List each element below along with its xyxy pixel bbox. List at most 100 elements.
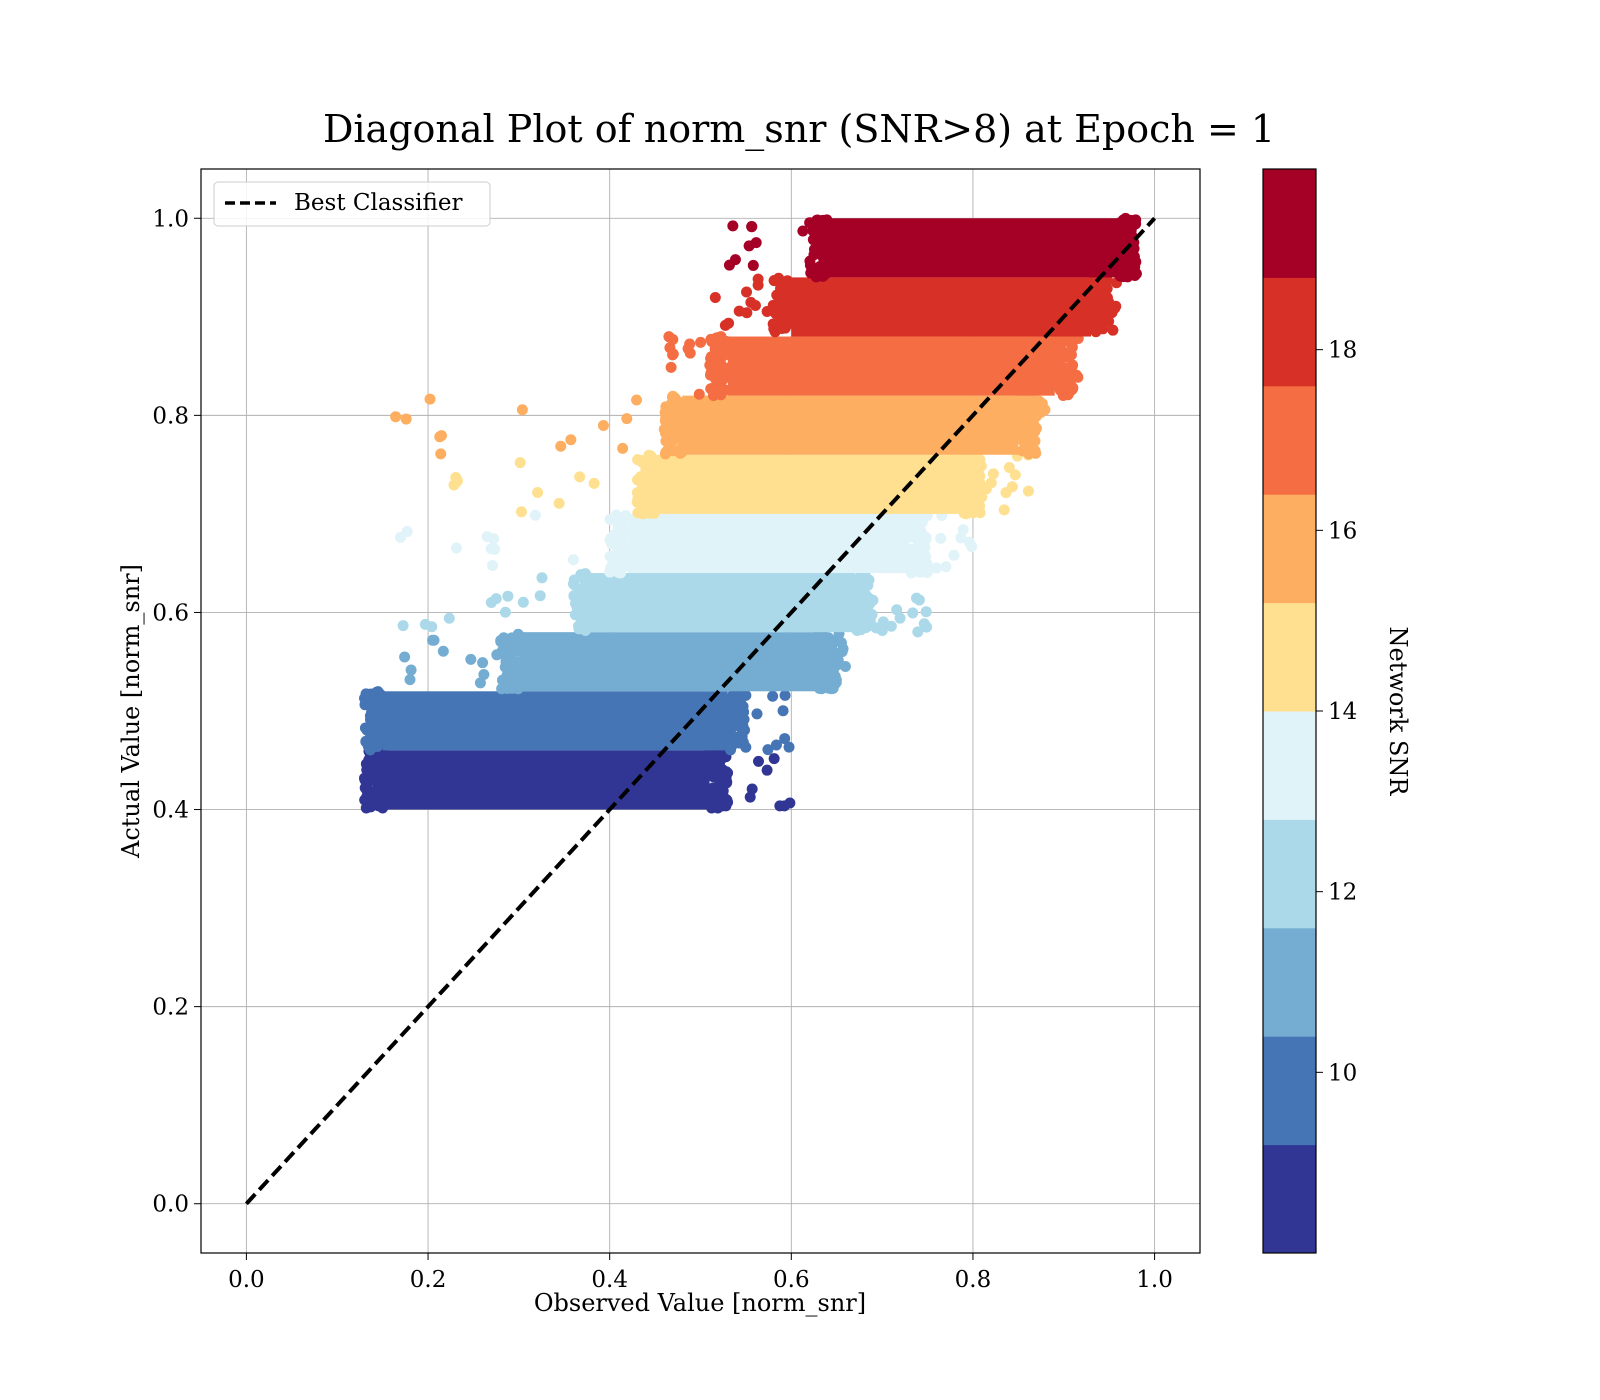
scatter-point: [975, 460, 987, 472]
scatter-point: [725, 744, 737, 756]
scatter-point: [825, 637, 837, 649]
scatter-point: [575, 569, 587, 581]
scatter-point: [487, 560, 499, 572]
scatter-point: [1003, 462, 1015, 474]
y-tick-label-3: 0.6: [152, 600, 189, 626]
scatter-point: [853, 592, 865, 604]
scatter-point: [907, 607, 919, 619]
scatter-point: [1014, 397, 1026, 409]
scatter-point: [819, 252, 831, 264]
scatter-point: [974, 470, 986, 482]
scatter-point: [811, 264, 823, 276]
scatter-point: [481, 531, 493, 543]
colorbar-tick-label-4: 18: [1328, 338, 1357, 364]
scatter-point: [960, 454, 972, 466]
colorbar-segment-0: [1263, 1144, 1316, 1254]
scatter-point: [1101, 292, 1113, 304]
scatter-point: [804, 255, 816, 267]
scatter-point: [534, 590, 546, 602]
scatter-point: [948, 549, 960, 561]
scatter-point: [555, 440, 567, 452]
scatter-point: [427, 634, 439, 646]
scatter-point: [1089, 303, 1101, 315]
scatter-point: [665, 361, 677, 373]
scatter-band-core-4: [627, 513, 910, 574]
scatter-point: [621, 413, 633, 425]
scatter-band-6: [390, 390, 1051, 460]
scatter-point: [998, 504, 1010, 516]
x-tick-label-5: 1.0: [1136, 1267, 1173, 1293]
scatter-point: [1106, 306, 1118, 318]
scatter-point: [716, 782, 728, 794]
scatter-point: [361, 695, 373, 707]
x-tick-label-1: 0.2: [410, 1267, 447, 1293]
scatter-point: [705, 333, 717, 345]
scatter-point: [362, 798, 374, 810]
scatter-points: [359, 212, 1142, 814]
scatter-point: [972, 492, 984, 504]
scatter-point: [723, 259, 735, 271]
scatter-point: [426, 621, 438, 633]
scatter-point: [609, 534, 621, 546]
scatter-point: [761, 764, 773, 776]
scatter-point: [827, 682, 839, 694]
scatter-point: [1107, 324, 1119, 336]
scatter-point: [885, 620, 897, 632]
scatter-point: [985, 477, 997, 489]
best-classifier-line-group: [244, 216, 1157, 1206]
scatter-point: [613, 567, 625, 579]
scatter-point: [491, 649, 503, 661]
scatter-point: [908, 528, 920, 540]
x-tick-label-2: 0.4: [591, 1267, 628, 1293]
scatter-point: [707, 782, 719, 794]
scatter-point: [738, 713, 750, 725]
scatter-point: [891, 604, 903, 616]
scatter-point: [644, 460, 656, 472]
scatter-point: [767, 690, 779, 702]
scatter-point: [372, 686, 384, 698]
scatter-point: [743, 240, 755, 252]
colorbar-segment-9: [1263, 169, 1316, 278]
scatter-point: [670, 412, 682, 424]
scatter-band-4: [394, 509, 978, 579]
scatter-point: [400, 413, 412, 425]
scatter-point: [966, 541, 978, 553]
scatter-point: [424, 393, 436, 405]
scatter-point: [565, 434, 577, 446]
scatter-point: [377, 755, 389, 767]
scatter-point: [659, 448, 671, 460]
scatter-point: [778, 800, 790, 812]
y-tick-label-1: 0.2: [152, 995, 189, 1021]
scatter-point: [1101, 283, 1113, 295]
scatter-point: [837, 643, 849, 655]
scatter-point: [631, 496, 643, 508]
scatter-point: [667, 349, 679, 361]
scatter-point: [1120, 212, 1132, 224]
scatter-point: [958, 507, 970, 519]
scatter-point: [644, 478, 656, 490]
colorbar-tick-label-3: 16: [1328, 518, 1357, 544]
scatter-band-core-0: [382, 750, 710, 810]
scatter-point: [730, 735, 742, 747]
colorbar: [1263, 169, 1316, 1254]
x-axis-label: Observed Value [norm_snr]: [534, 1289, 866, 1317]
scatter-point: [1128, 252, 1140, 264]
scatter-point: [940, 561, 952, 573]
scatter-point: [405, 664, 417, 676]
scatter-point: [504, 658, 516, 670]
scatter-point: [779, 733, 791, 745]
scatter-point: [374, 721, 386, 733]
scatter-band-2: [399, 628, 851, 695]
scatter-band-0: [359, 745, 796, 814]
x-axis-ticks: 0.0 0.2 0.4 0.6 0.8 1.0: [228, 1253, 1173, 1293]
scatter-point: [377, 792, 389, 804]
scatter-point: [582, 603, 594, 615]
scatter-point: [1050, 352, 1062, 364]
scatter-point: [635, 471, 647, 483]
scatter-point: [744, 791, 756, 803]
scatter-band-5: [448, 449, 1034, 520]
scatter-point: [659, 415, 671, 427]
scatter-point: [666, 425, 678, 437]
scatter-point: [668, 396, 680, 408]
